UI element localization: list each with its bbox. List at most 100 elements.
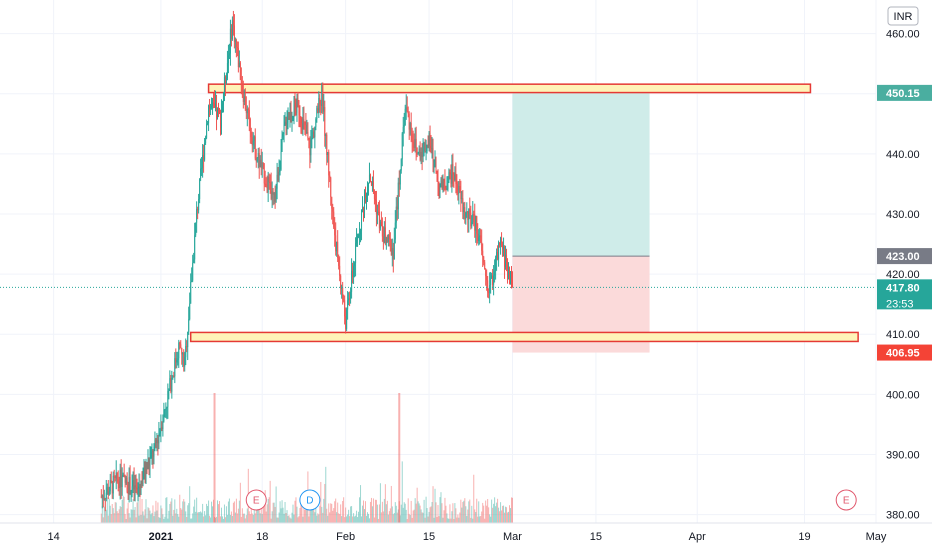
support-resistance-zones[interactable] [189,83,859,343]
volume-bar [308,516,310,523]
volume-bar [465,506,467,523]
volume-bar [217,500,219,523]
long-position-tool[interactable] [512,92,650,353]
volume-bar [510,508,512,523]
volume-bar [164,516,166,523]
earnings-marker[interactable]: E [835,489,857,511]
volume-bar [385,504,387,523]
candle-body [324,107,326,136]
volume-bar [435,502,437,523]
candle-body [370,181,372,186]
volume-bar [415,503,417,523]
candle-body [176,359,178,363]
candle-body [245,108,247,114]
volume-bar [277,517,279,523]
candle-body [500,237,502,246]
volume-bar [112,508,114,523]
candle-body [165,408,167,410]
volume-bar [455,508,457,523]
volume-bar [364,501,366,523]
candle-body [366,187,368,196]
volume-bar [336,512,338,523]
earnings-marker[interactable]: E [245,489,267,511]
x-tick-label: Mar [503,531,522,543]
candle-body [159,431,161,434]
candle-body [369,174,371,182]
candle-body [393,239,395,260]
candle-body [430,145,432,149]
volume-bar [168,510,170,523]
candle-body [425,150,427,152]
candle-body [427,144,429,148]
candle-body [397,182,399,210]
candle-body [137,488,139,490]
candle-body [333,211,335,228]
volume-bar [358,511,360,523]
volume-bar [295,497,297,523]
candle-body [332,208,334,212]
volume-bar [404,503,406,523]
volume-bar [490,516,492,523]
volume-bar [230,511,232,523]
volume-bar [442,517,444,523]
volume-bar [268,497,270,523]
volume-bar [218,504,220,523]
volume-bar [142,511,144,523]
candle-body [259,159,261,168]
currency-badge[interactable]: INR [887,6,919,26]
candle-body [270,182,272,199]
volume-bar [251,513,253,523]
candle-body [158,433,160,444]
candle-body [202,155,204,168]
entry-price-label-bg [877,248,932,265]
volume-bar [468,501,470,523]
candle-body [412,140,414,143]
y-tick-label: 400.00 [886,389,920,401]
volume-bar [390,485,392,523]
volume-bar [255,498,257,523]
candle-body [255,158,257,162]
candle-body [404,108,406,126]
candle-body [156,439,158,444]
candle-body [331,196,333,209]
dividend-marker-circle [299,489,321,511]
candle-body [275,188,277,202]
volume-bar [167,518,169,523]
volume-bar [258,505,260,523]
volume-bar [316,515,318,523]
time-axis[interactable]: 14 2021 18 Feb 15 Mar 15 Apr 19 May [0,522,932,543]
candle-body [229,28,231,54]
volume-bar [392,514,394,523]
candle-body [463,207,465,213]
candle-body [111,481,113,494]
volume-bar [265,511,267,523]
dividend-marker[interactable]: D [299,489,321,511]
candle-body [438,183,440,190]
candle-body [192,262,194,281]
volume-bar [462,502,464,523]
volume-bar [384,484,386,523]
candle-body [147,460,149,469]
volume-bar [123,496,125,523]
volume-bar [331,503,333,523]
volume-bar [428,511,430,523]
volume-bar [426,508,428,523]
candle-body [383,227,385,243]
volume-bar [463,500,465,523]
candle-body [444,182,446,189]
candle-body [164,409,166,411]
volume-bar [116,511,118,523]
volume-bar [398,501,400,523]
volume-bar [254,513,256,523]
volume-bar [313,505,315,523]
volume-bar [379,483,381,523]
candle-body [211,106,213,108]
volume-bar [280,508,282,523]
volume-bar [303,508,305,523]
volume-bar [110,514,112,523]
volume-bar [134,507,136,523]
price-axis[interactable]: 380.00 390.00 400.00 410.00 420.00 430.00 440.… [886,29,920,522]
volume-bar [186,517,188,523]
